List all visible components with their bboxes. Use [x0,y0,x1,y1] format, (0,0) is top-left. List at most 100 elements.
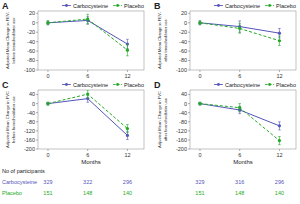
legend-swatch [265,5,274,6]
panel-label: D [154,80,161,90]
x-tick-label: 6 [86,152,89,158]
plot-frame [190,11,296,70]
y-axis-label-line: Adjusted Mean Change in FEV₁ [5,11,10,69]
legend-swatch [62,84,71,85]
participants-count: 148 [235,190,244,196]
y-axis-label: Adjusted Mean Change in FEV₁before bronc… [5,11,16,69]
legend-marker [65,4,68,7]
y-tick [36,121,38,122]
error-bar [126,45,129,56]
y-tick [36,130,38,131]
data-point [238,106,241,109]
error-bar [86,90,89,98]
y-tick-label: -100 [24,67,35,73]
error-bar [47,21,50,25]
plot-frame [38,11,144,70]
x-tick-label: 0 [46,73,49,79]
y-axis-label-line: before bronchodilator use [11,95,16,142]
x-axis-label: Months [233,159,253,165]
x-tick-label: 12 [124,152,130,158]
y-axis-label-line: Adjusted Mean Change in FVC [5,91,10,148]
y-tick [36,51,38,52]
y-tick-label: -80 [27,57,35,63]
y-axis-label-line: Adjusted Mean Change in FEV₁ [157,11,162,69]
y-tick [188,70,190,71]
error-bar [278,36,281,45]
participants-table: No of participantsCarbocysteine329322296… [2,168,132,196]
legend-marker [116,83,119,86]
y-tick-label: -40 [27,39,35,45]
y-tick [36,70,38,71]
legend-swatch [214,84,223,85]
legend-label: Placebo [124,82,144,88]
y-tick-label: 0 [184,20,187,26]
error-bar [238,21,241,32]
data-point [86,92,89,95]
legend-label: Placebo [276,82,296,88]
y-tick-label: -200 [176,146,187,152]
data-point [278,124,281,127]
participants-count: 329 [43,179,52,185]
y-tick [188,112,190,113]
y-axis-label-line: after bronchodilator use [163,97,168,141]
data-area [46,90,129,139]
y-tick-label: -20 [179,29,187,35]
legend-label: Carbocysteine [73,3,108,9]
data-point [46,102,49,105]
y-tick [188,41,190,42]
y-tick-label: -200 [24,146,35,152]
y-tick [188,32,190,33]
panel: -100-80-60-40-200200612Adjusted Mean Cha… [154,1,296,79]
legend: CarbocysteinePlacebo [214,3,296,9]
y-tick [36,22,38,23]
y-tick-label: -80 [27,119,35,125]
participants-count: 296 [123,179,132,185]
y-tick-label: -120 [176,128,187,134]
y-tick [188,139,190,140]
legend: CarbocysteinePlacebo [214,82,296,88]
legend-marker [268,83,271,86]
legend-swatch [214,5,223,6]
y-tick-label: -20 [27,29,35,35]
y-tick-label: -60 [179,48,187,54]
y-axis-label: Adjusted Mean Change in FEV₁after bronch… [157,11,168,69]
participants-count: 148 [83,190,92,196]
figure: -100-80-60-40-200200612Adjusted Mean Cha… [0,0,300,204]
data-point [278,32,281,35]
error-bar [199,21,202,25]
y-tick [36,103,38,104]
data-point [126,127,129,130]
y-tick [36,32,38,33]
data-point [198,21,201,24]
y-tick [188,149,190,150]
panel: -100-80-60-40-200200612Adjusted Mean Cha… [2,1,144,79]
y-tick-label: 0 [32,101,35,107]
participants-count: 140 [275,190,284,196]
error-bar [238,104,241,112]
y-tick [36,13,38,14]
error-bar [278,137,281,145]
y-axis-label-line: Adjusted Mean Change in FVC [157,91,162,148]
y-tick-label: -40 [179,110,187,116]
y-tick-label: 0 [32,20,35,26]
legend-marker [268,4,271,7]
y-tick [36,60,38,61]
y-tick-label: -40 [179,39,187,45]
panel-label: B [154,1,161,11]
legend-marker [217,4,220,7]
error-bar [126,124,129,132]
y-tick [188,94,190,95]
x-tick-label: 0 [198,73,201,79]
y-tick-label: -80 [179,57,187,63]
y-tick-label: -40 [27,110,35,116]
participants-count: 140 [123,190,132,196]
y-axis-label-line: before bronchodilator use [11,17,16,64]
y-tick [188,130,190,131]
series-line [48,94,128,128]
data-point [126,134,129,137]
plot-frame [190,90,296,149]
participants-count: 322 [83,179,92,185]
data-point [46,102,49,105]
data-point [278,139,281,142]
data-point [198,102,201,105]
